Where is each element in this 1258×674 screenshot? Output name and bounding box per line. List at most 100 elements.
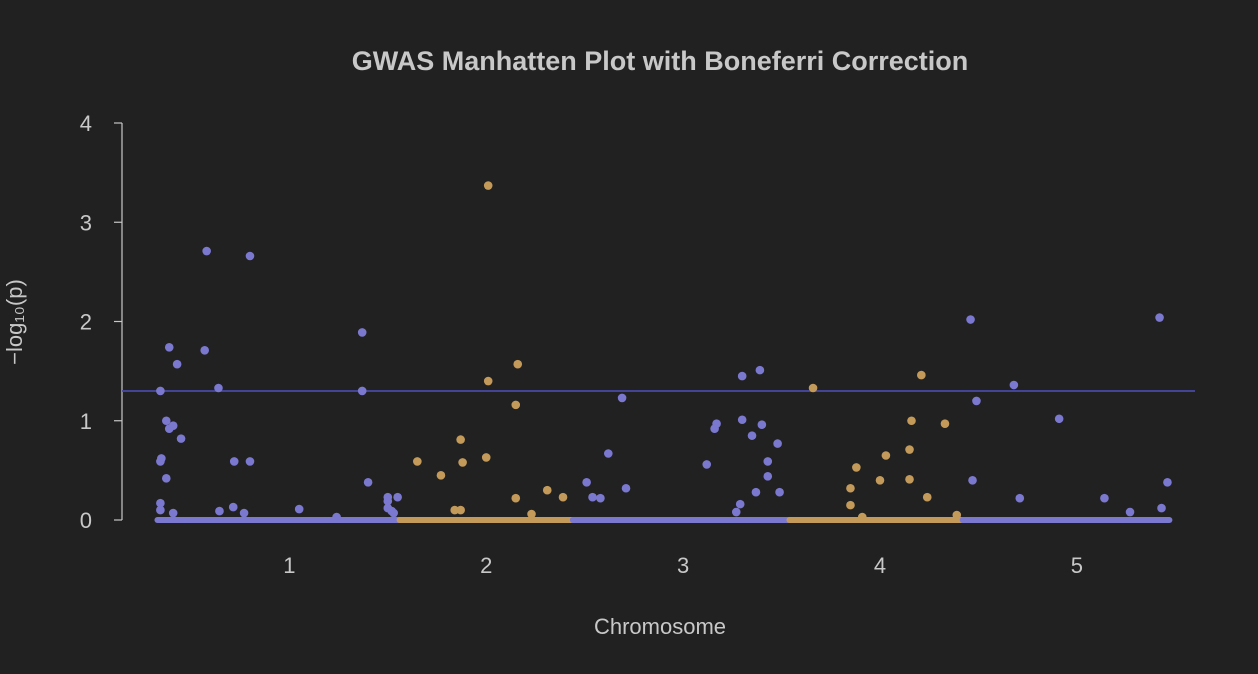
- snp-point: [357, 328, 367, 337]
- snp-point: [294, 504, 304, 514]
- y-axis: 0 1 2 3 4: [80, 111, 123, 533]
- snp-point: [1157, 503, 1166, 513]
- y-tick-label: 2: [80, 310, 92, 335]
- snp-point: [393, 492, 402, 502]
- snp-point: [202, 246, 211, 256]
- snp-point: [881, 451, 891, 460]
- snp-point: [458, 458, 467, 467]
- snp-point: [737, 371, 747, 381]
- snp-point: [940, 419, 950, 429]
- snp-point: [808, 383, 818, 393]
- snp-point: [176, 434, 186, 443]
- snp-point: [596, 493, 605, 503]
- snp-point: [245, 251, 255, 261]
- snp-point: [511, 493, 521, 503]
- snp-point: [200, 345, 209, 355]
- y-axis-label: −log₁₀(p): [2, 279, 27, 365]
- snp-point: [1155, 313, 1164, 322]
- snp-point: [763, 457, 773, 466]
- snp-point: [712, 419, 721, 429]
- snp-point: [357, 386, 367, 396]
- snp-point: [168, 508, 178, 518]
- snp-point: [702, 460, 712, 469]
- snp-point: [511, 400, 521, 410]
- snp-point: [972, 396, 981, 406]
- snp-point: [483, 181, 493, 190]
- snp-point: [239, 508, 249, 518]
- snp-point: [603, 449, 613, 458]
- snp-point: [617, 393, 627, 403]
- snp-point: [481, 453, 491, 462]
- x-tick-label: 3: [677, 553, 689, 578]
- y-tick-label: 0: [80, 508, 92, 533]
- y-tick-label: 1: [80, 409, 92, 434]
- snp-point: [161, 474, 171, 483]
- snp-point: [917, 370, 926, 380]
- snp-point: [1015, 493, 1025, 503]
- snp-point: [968, 476, 977, 485]
- snp-point: [1054, 414, 1064, 424]
- snp-point: [542, 485, 552, 495]
- snp-point: [735, 499, 745, 509]
- snp-point: [907, 416, 916, 426]
- snp-point: [763, 472, 773, 481]
- snp-point: [731, 507, 741, 517]
- snp-point: [456, 435, 465, 444]
- snp-point: [846, 483, 855, 493]
- x-tick-label: 5: [1071, 553, 1083, 578]
- snp-point: [513, 359, 523, 369]
- snp-point: [156, 386, 165, 396]
- snp-point: [156, 457, 165, 466]
- x-axis-label: Chromosome: [594, 614, 726, 639]
- x-axis: 1 2 3 4 5: [283, 553, 1083, 578]
- snp-point: [214, 383, 223, 393]
- snp-point: [857, 512, 867, 522]
- snp-point: [413, 457, 422, 466]
- snp-point: [588, 492, 597, 502]
- snp-point: [483, 376, 493, 386]
- snp-point: [905, 445, 914, 454]
- snp-point: [922, 492, 932, 502]
- snp-point: [215, 506, 224, 516]
- snp-point: [161, 416, 171, 426]
- snp-point: [1163, 477, 1172, 487]
- chart-title: GWAS Manhatten Plot with Boneferri Corre…: [352, 46, 969, 76]
- snp-point: [757, 420, 767, 430]
- snp-point: [952, 510, 962, 520]
- snp-point: [737, 415, 747, 425]
- snp-point: [875, 476, 885, 485]
- snp-point: [363, 477, 373, 487]
- snp-point: [172, 359, 182, 369]
- snp-point: [229, 457, 239, 466]
- snp-point: [450, 505, 460, 515]
- snp-point: [228, 502, 238, 512]
- snp-point: [621, 483, 631, 493]
- snp-point: [1009, 380, 1019, 390]
- snp-points: [156, 181, 1172, 522]
- y-tick-label: 3: [80, 210, 92, 235]
- x-tick-label: 1: [283, 553, 295, 578]
- snp-point: [582, 477, 591, 487]
- snp-point: [245, 457, 255, 466]
- snp-point: [966, 315, 975, 324]
- snp-point: [558, 492, 568, 502]
- snp-point: [751, 487, 761, 497]
- snp-point: [775, 487, 784, 497]
- snp-point: [1125, 507, 1135, 517]
- snp-point: [332, 512, 341, 522]
- snp-point: [383, 496, 393, 506]
- snp-point: [1100, 493, 1109, 503]
- snp-point: [389, 508, 398, 518]
- snp-point: [156, 505, 165, 515]
- snp-point: [456, 505, 465, 515]
- snp-point: [852, 463, 861, 472]
- snp-point: [905, 475, 914, 484]
- snp-point: [436, 471, 446, 480]
- snp-point: [755, 365, 765, 375]
- snp-point: [846, 500, 855, 510]
- x-tick-label: 2: [480, 553, 492, 578]
- snp-point: [164, 343, 174, 352]
- snp-point: [156, 498, 165, 508]
